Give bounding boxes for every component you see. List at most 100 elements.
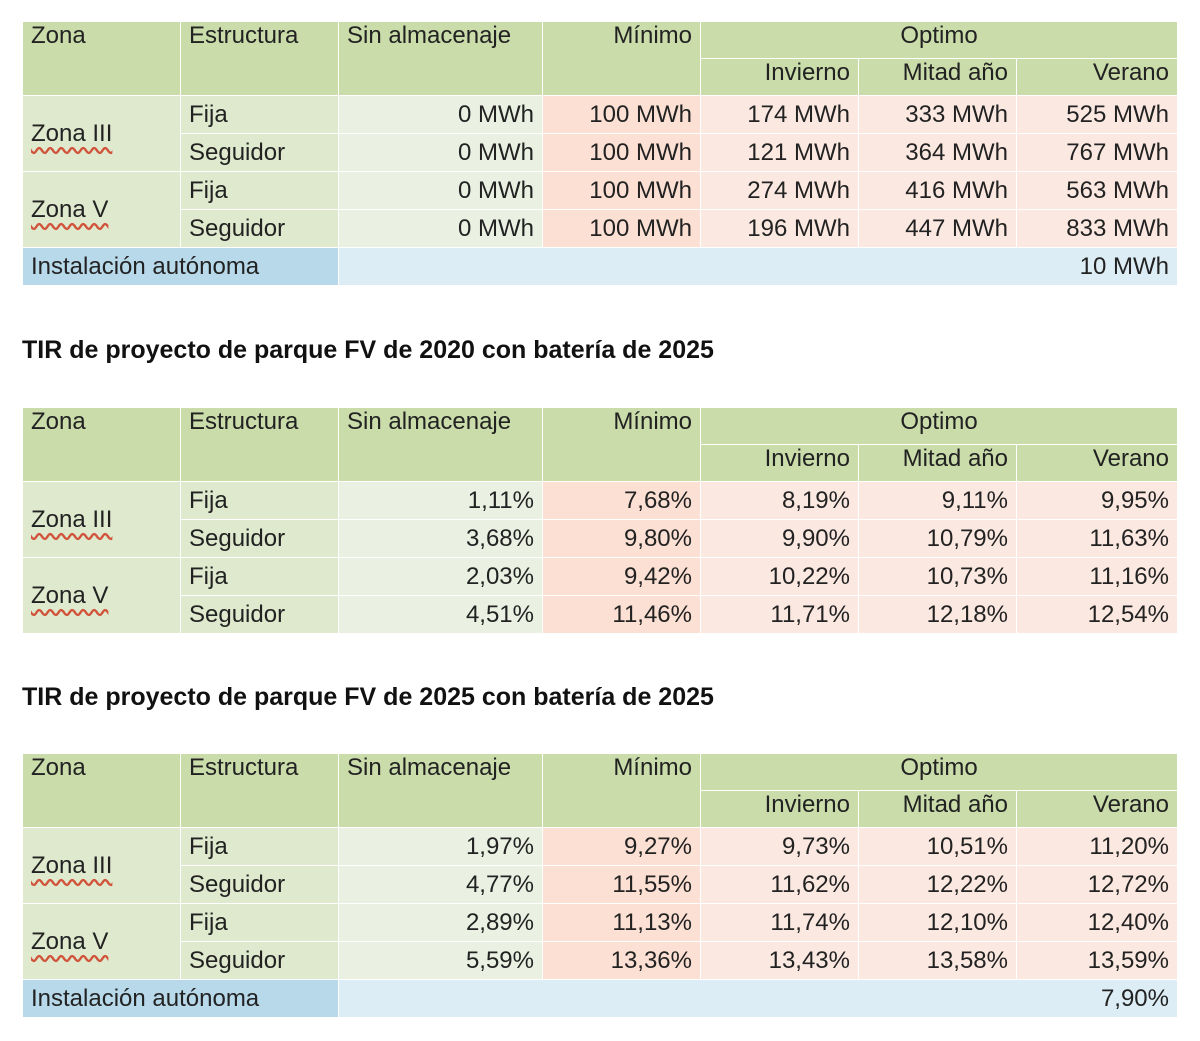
cell: 12,40% bbox=[1016, 903, 1178, 942]
structure-label: Seguidor bbox=[180, 595, 339, 634]
header-invierno: Invierno bbox=[700, 790, 859, 828]
structure-label: Seguidor bbox=[180, 133, 339, 172]
cell: 9,90% bbox=[700, 519, 859, 558]
cell: 767 MWh bbox=[1016, 133, 1178, 172]
structure-label: Fija bbox=[180, 481, 339, 520]
section-title: TIR de proyecto de parque FV de 2025 con… bbox=[22, 683, 714, 711]
cell: 11,46% bbox=[542, 595, 701, 634]
header-zona: Zona bbox=[22, 21, 181, 96]
tir-2025-table: Zona Estructura Sin almacenaje Mínimo Op… bbox=[22, 753, 1178, 1018]
cell: 11,62% bbox=[700, 865, 859, 904]
structure-label: Seguidor bbox=[180, 209, 339, 248]
header-sin-almacenaje: Sin almacenaje bbox=[338, 21, 543, 96]
header-mitad-ano: Mitad año bbox=[858, 790, 1017, 828]
cell: 2,03% bbox=[338, 557, 543, 596]
header-minimo: Mínimo bbox=[542, 21, 701, 96]
cell: 1,11% bbox=[338, 481, 543, 520]
table-row: Zona III Fija 1,97% 9,27% 9,73% 10,51% 1… bbox=[22, 827, 1178, 904]
cell: 13,43% bbox=[700, 941, 859, 980]
cell: 13,58% bbox=[858, 941, 1017, 980]
zone-label: Zona III bbox=[22, 95, 181, 172]
cell: 525 MWh bbox=[1016, 95, 1178, 134]
table-row: Zona V Fija 2,89% 11,13% 11,74% 12,10% 1… bbox=[22, 903, 1178, 980]
header-verano: Verano bbox=[1016, 790, 1178, 828]
cell: 174 MWh bbox=[700, 95, 859, 134]
structure-label: Seguidor bbox=[180, 865, 339, 904]
table-row: Zona V Fija 2,03% 9,42% 10,22% 10,73% 11… bbox=[22, 557, 1178, 634]
cell: 0 MWh bbox=[338, 133, 543, 172]
cell: 447 MWh bbox=[858, 209, 1017, 248]
header-estructura: Estructura bbox=[180, 753, 339, 828]
header-minimo: Mínimo bbox=[542, 407, 701, 482]
cell: 100 MWh bbox=[542, 95, 701, 134]
cell: 12,18% bbox=[858, 595, 1017, 634]
cell: 11,74% bbox=[700, 903, 859, 942]
cell: 121 MWh bbox=[700, 133, 859, 172]
table-row: Seguidor 0 MWh 100 MWh 121 MWh 364 MWh 7… bbox=[23, 133, 1178, 172]
cell: 11,13% bbox=[542, 903, 701, 942]
cell: 12,72% bbox=[1016, 865, 1178, 904]
cell: 100 MWh bbox=[542, 209, 701, 248]
table-row-autonomous: Instalación autónoma 7,90% bbox=[22, 979, 1178, 1018]
table-row: Zona III Fija 1,11% 7,68% 8,19% 9,11% 9,… bbox=[22, 481, 1178, 558]
header-zona: Zona bbox=[22, 753, 181, 828]
table-row: Seguidor 0 MWh 100 MWh 196 MWh 447 MWh 8… bbox=[23, 209, 1178, 248]
zone-label: Zona V bbox=[22, 171, 181, 248]
structure-label: Fija bbox=[180, 557, 339, 596]
table-row-autonomous: Instalación autónoma 10 MWh bbox=[22, 247, 1178, 286]
cell: 0 MWh bbox=[338, 95, 543, 134]
header-minimo: Mínimo bbox=[542, 753, 701, 828]
cell: 416 MWh bbox=[858, 171, 1017, 210]
header-mitad-ano: Mitad año bbox=[858, 444, 1017, 482]
header-optimo: Optimo bbox=[700, 407, 1178, 445]
cell: 9,80% bbox=[542, 519, 701, 558]
tir-2020-table: Zona Estructura Sin almacenaje Mínimo Op… bbox=[22, 407, 1178, 634]
cell: 12,10% bbox=[858, 903, 1017, 942]
header-optimo: Optimo bbox=[700, 21, 1178, 59]
autonomous-label: Instalación autónoma bbox=[22, 979, 339, 1018]
table-row: Zona III Fija 0 MWh 100 MWh 174 MWh 333 … bbox=[22, 95, 1178, 172]
table-row: Seguidor 3,68% 9,80% 9,90% 10,79% 11,63% bbox=[23, 519, 1178, 558]
cell: 100 MWh bbox=[542, 133, 701, 172]
cell: 11,20% bbox=[1016, 827, 1178, 866]
cell: 2,89% bbox=[338, 903, 543, 942]
autonomous-label: Instalación autónoma bbox=[22, 247, 339, 286]
autonomous-value: 10 MWh bbox=[338, 247, 1178, 286]
cell: 3,68% bbox=[338, 519, 543, 558]
cell: 11,16% bbox=[1016, 557, 1178, 596]
structure-label: Fija bbox=[180, 171, 339, 210]
cell: 11,55% bbox=[542, 865, 701, 904]
table-row: Seguidor 4,77% 11,55% 11,62% 12,22% 12,7… bbox=[23, 865, 1178, 904]
table-row: Seguidor 4,51% 11,46% 11,71% 12,18% 12,5… bbox=[23, 595, 1178, 634]
cell: 333 MWh bbox=[858, 95, 1017, 134]
structure-label: Fija bbox=[180, 95, 339, 134]
header-sin-almacenaje: Sin almacenaje bbox=[338, 753, 543, 828]
zone-label: Zona III bbox=[22, 827, 181, 904]
zone-label: Zona III bbox=[22, 481, 181, 558]
cell: 11,63% bbox=[1016, 519, 1178, 558]
autonomous-value: 7,90% bbox=[338, 979, 1178, 1018]
cell: 563 MWh bbox=[1016, 171, 1178, 210]
cell: 9,95% bbox=[1016, 481, 1178, 520]
storage-capacity-table: Zona Estructura Sin almacenaje Mínimo Op… bbox=[22, 21, 1178, 286]
cell: 833 MWh bbox=[1016, 209, 1178, 248]
cell: 9,42% bbox=[542, 557, 701, 596]
cell: 9,27% bbox=[542, 827, 701, 866]
zone-label: Zona V bbox=[22, 903, 181, 980]
cell: 196 MWh bbox=[700, 209, 859, 248]
cell: 0 MWh bbox=[338, 209, 543, 248]
header-zona: Zona bbox=[22, 407, 181, 482]
structure-label: Seguidor bbox=[180, 519, 339, 558]
header-estructura: Estructura bbox=[180, 21, 339, 96]
cell: 364 MWh bbox=[858, 133, 1017, 172]
cell: 4,51% bbox=[338, 595, 543, 634]
zone-label: Zona V bbox=[22, 557, 181, 634]
structure-label: Fija bbox=[180, 827, 339, 866]
cell: 11,71% bbox=[700, 595, 859, 634]
cell: 12,54% bbox=[1016, 595, 1178, 634]
cell: 10,51% bbox=[858, 827, 1017, 866]
table-row: Seguidor 5,59% 13,36% 13,43% 13,58% 13,5… bbox=[23, 941, 1178, 980]
cell: 10,73% bbox=[858, 557, 1017, 596]
cell: 9,11% bbox=[858, 481, 1017, 520]
header-optimo: Optimo bbox=[700, 753, 1178, 791]
